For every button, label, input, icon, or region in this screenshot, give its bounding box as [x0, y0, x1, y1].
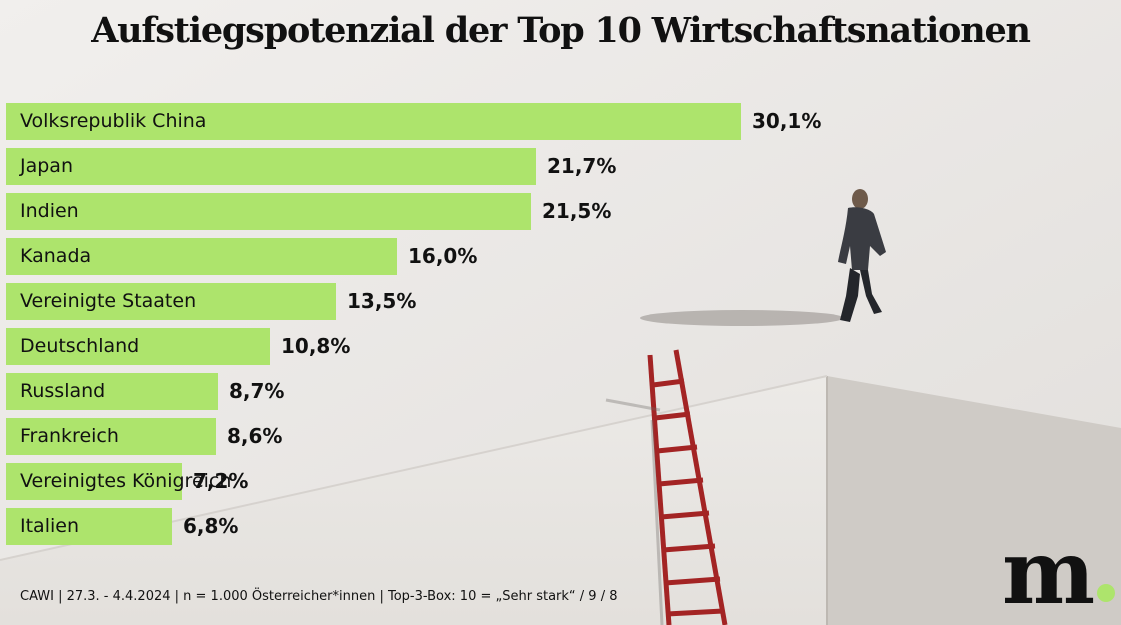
survey-footnote: CAWI | 27.3. - 4.4.2024 | n = 1.000 Öste…: [20, 589, 618, 604]
bar: [6, 283, 336, 320]
category-label: Japan: [20, 155, 73, 177]
value-label: 21,5%: [542, 199, 612, 223]
bar: [6, 193, 531, 230]
value-label: 30,1%: [752, 109, 822, 133]
category-label: Indien: [20, 200, 79, 222]
bar: [6, 148, 536, 185]
person-shadow: [640, 310, 844, 326]
category-label: Vereinigte Staaten: [20, 290, 197, 312]
chart-title: Aufstiegspotenzial der Top 10 Wirtschaft…: [91, 10, 1031, 51]
value-label: 13,5%: [347, 289, 417, 313]
bar: [6, 373, 218, 410]
value-label: 10,8%: [281, 334, 351, 358]
bar: [6, 463, 182, 500]
bar: [6, 238, 397, 275]
brand-logo: m: [1002, 520, 1095, 624]
category-label: Vereinigtes Königreich: [20, 470, 232, 492]
category-label: Volksrepublik China: [20, 110, 207, 132]
bar: [6, 508, 172, 545]
ladder-shadow: [605, 398, 664, 625]
red-ladder: [647, 349, 728, 625]
raised-block: [827, 376, 1121, 625]
lower-floor: [0, 376, 827, 625]
category-label: Deutschland: [20, 335, 140, 357]
category-label: Russland: [20, 380, 106, 402]
bar: [6, 328, 270, 365]
brand-logo-dot: [1097, 584, 1115, 602]
category-label: Frankreich: [20, 425, 119, 447]
bar: [6, 418, 216, 455]
category-label: Kanada: [20, 245, 92, 267]
value-label: 8,7%: [229, 379, 285, 403]
value-label: 8,6%: [227, 424, 283, 448]
value-label: 6,8%: [183, 514, 239, 538]
walking-person-figure: [838, 189, 886, 322]
value-label: 7,2%: [193, 469, 249, 493]
bar: [6, 103, 741, 140]
value-label: 21,7%: [547, 154, 617, 178]
category-label: Italien: [20, 515, 79, 537]
value-label: 16,0%: [408, 244, 478, 268]
